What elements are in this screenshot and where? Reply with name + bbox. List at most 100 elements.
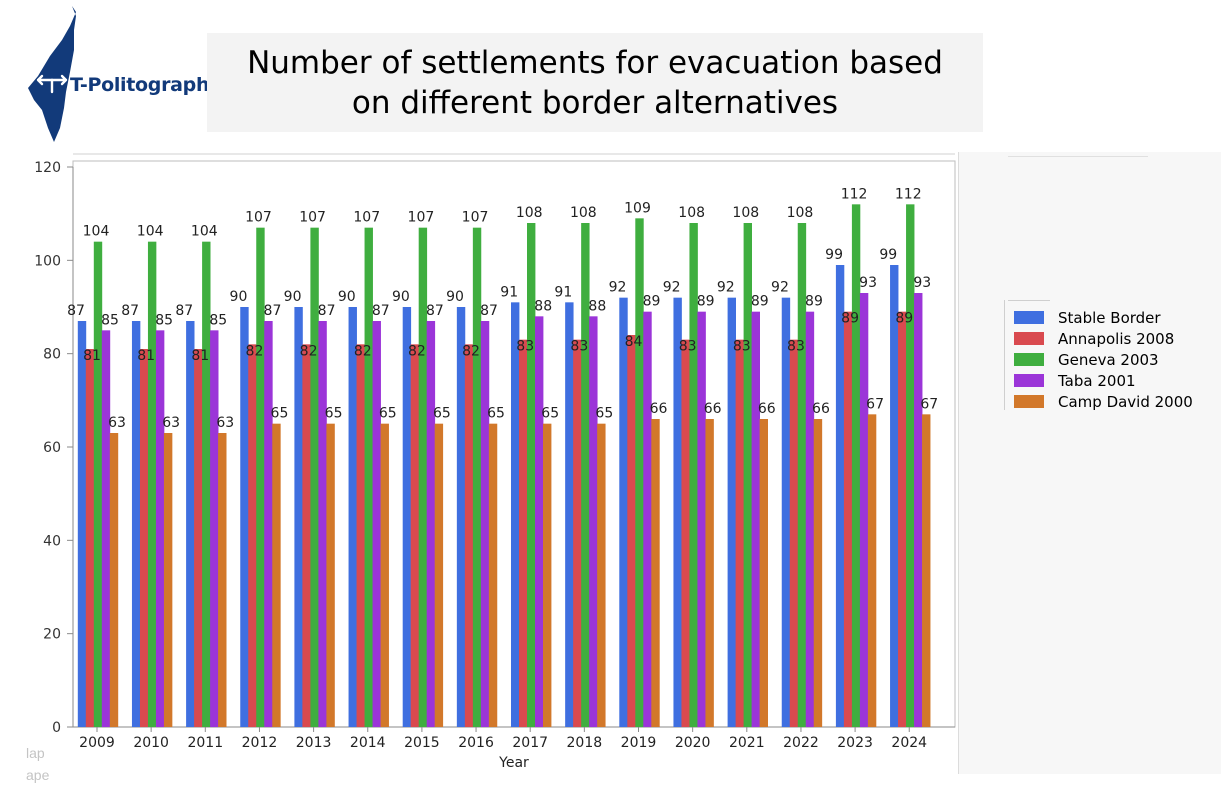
bar-camp-david-2000	[380, 423, 389, 727]
bar-camp-david-2000	[434, 423, 444, 727]
x-tick-label: 2022	[783, 735, 819, 751]
data-label: 107	[462, 210, 489, 226]
x-tick-label: 2019	[621, 735, 657, 751]
data-label: 65	[595, 406, 613, 422]
data-label: 82	[246, 343, 264, 359]
direction-arrows-icon	[36, 74, 68, 94]
bar-camp-david-2000	[272, 423, 281, 727]
data-label: 104	[137, 224, 164, 240]
data-label: 92	[771, 280, 789, 296]
legend-swatch	[1014, 395, 1044, 408]
bar-stable-border	[565, 302, 574, 727]
data-label: 108	[516, 205, 543, 221]
data-label: 63	[162, 415, 180, 431]
data-label: 89	[697, 294, 715, 310]
bar-geneva-2003	[418, 227, 428, 727]
bar-camp-david-2000	[597, 423, 606, 727]
bar-geneva-2003	[93, 241, 103, 727]
x-tick-label: 2016	[458, 735, 494, 751]
data-label: 83	[516, 339, 534, 355]
data-label: 99	[825, 247, 843, 263]
data-label: 90	[446, 289, 464, 305]
data-label: 91	[554, 284, 572, 300]
legend-label: Taba 2001	[1058, 371, 1136, 390]
bar-annapolis-2008	[356, 344, 365, 727]
data-label: 82	[354, 343, 372, 359]
data-label: 89	[895, 311, 913, 327]
israel-map-shape	[28, 6, 76, 142]
data-label: 88	[534, 298, 552, 314]
bar-camp-david-2000	[218, 433, 227, 727]
bar-geneva-2003	[581, 223, 590, 727]
bar-annapolis-2008	[681, 339, 690, 727]
legend-label: Camp David 2000	[1058, 392, 1193, 411]
data-label: 89	[751, 294, 769, 310]
data-label: 107	[353, 210, 380, 226]
bar-taba-2001	[697, 311, 706, 727]
faint-clipped-text: lap ape	[26, 742, 49, 786]
bar-camp-david-2000	[759, 419, 768, 727]
bar-annapolis-2008	[627, 335, 636, 727]
bar-stable-border	[348, 307, 357, 727]
data-label: 87	[372, 303, 390, 319]
x-tick-label: 2018	[567, 735, 603, 751]
x-axis-title: Year	[498, 755, 529, 771]
bar-annapolis-2008	[194, 349, 203, 727]
bar-annapolis-2008	[139, 349, 149, 727]
y-tick-label: 80	[43, 347, 61, 363]
data-label: 107	[299, 210, 326, 226]
x-tick-label: 2014	[350, 735, 386, 751]
legend-item-taba-2001: Taba 2001	[1014, 370, 1136, 391]
legend-label: Geneva 2003	[1058, 350, 1159, 369]
bar-annapolis-2008	[248, 344, 257, 727]
data-label: 90	[338, 289, 356, 305]
bar-stable-border	[890, 265, 899, 727]
bar-taba-2001	[805, 311, 815, 727]
data-label: 87	[175, 303, 193, 319]
bar-annapolis-2008	[519, 339, 528, 727]
data-label: 107	[408, 210, 435, 226]
data-label: 87	[121, 303, 139, 319]
bar-camp-david-2000	[543, 423, 552, 727]
data-label: 89	[643, 294, 661, 310]
y-tick-label: 20	[43, 627, 61, 643]
data-label: 108	[787, 205, 814, 221]
data-label: 83	[570, 339, 588, 355]
bar-stable-border	[673, 297, 682, 727]
data-label: 90	[284, 289, 302, 305]
legend-swatch	[1014, 332, 1044, 345]
bar-annapolis-2008	[302, 344, 311, 727]
bar-geneva-2003	[851, 204, 861, 727]
data-label: 66	[704, 401, 722, 417]
data-label: 66	[758, 401, 776, 417]
bar-geneva-2003	[256, 227, 265, 727]
data-label: 83	[733, 339, 751, 355]
x-tick-label: 2020	[675, 735, 711, 751]
bar-stable-border	[835, 265, 845, 727]
data-label: 85	[155, 312, 173, 328]
data-label: 65	[271, 406, 289, 422]
data-label: 109	[624, 200, 651, 216]
data-label: 93	[859, 275, 877, 291]
bar-geneva-2003	[527, 223, 536, 727]
chart-legend: Stable Border Annapolis 2008 Geneva 2003…	[1004, 300, 1216, 412]
bar-camp-david-2000	[651, 419, 660, 727]
bar-geneva-2003	[689, 223, 698, 727]
bar-taba-2001	[589, 316, 598, 727]
bar-stable-border	[402, 307, 412, 727]
data-label: 81	[191, 348, 209, 364]
x-tick-label: 2024	[891, 735, 927, 751]
x-tick-label: 2011	[187, 735, 223, 751]
bar-geneva-2003	[635, 218, 644, 727]
y-tick-label: 60	[43, 440, 61, 456]
bar-taba-2001	[535, 316, 544, 727]
bar-taba-2001	[155, 330, 165, 727]
x-tick-label: 2015	[404, 735, 440, 751]
legend-border	[1004, 300, 1005, 410]
bar-camp-david-2000	[867, 414, 877, 727]
data-label: 65	[325, 406, 343, 422]
bar-stable-border	[619, 297, 628, 727]
bar-annapolis-2008	[85, 349, 95, 727]
data-label: 107	[245, 210, 272, 226]
y-tick-label: 120	[34, 160, 61, 176]
